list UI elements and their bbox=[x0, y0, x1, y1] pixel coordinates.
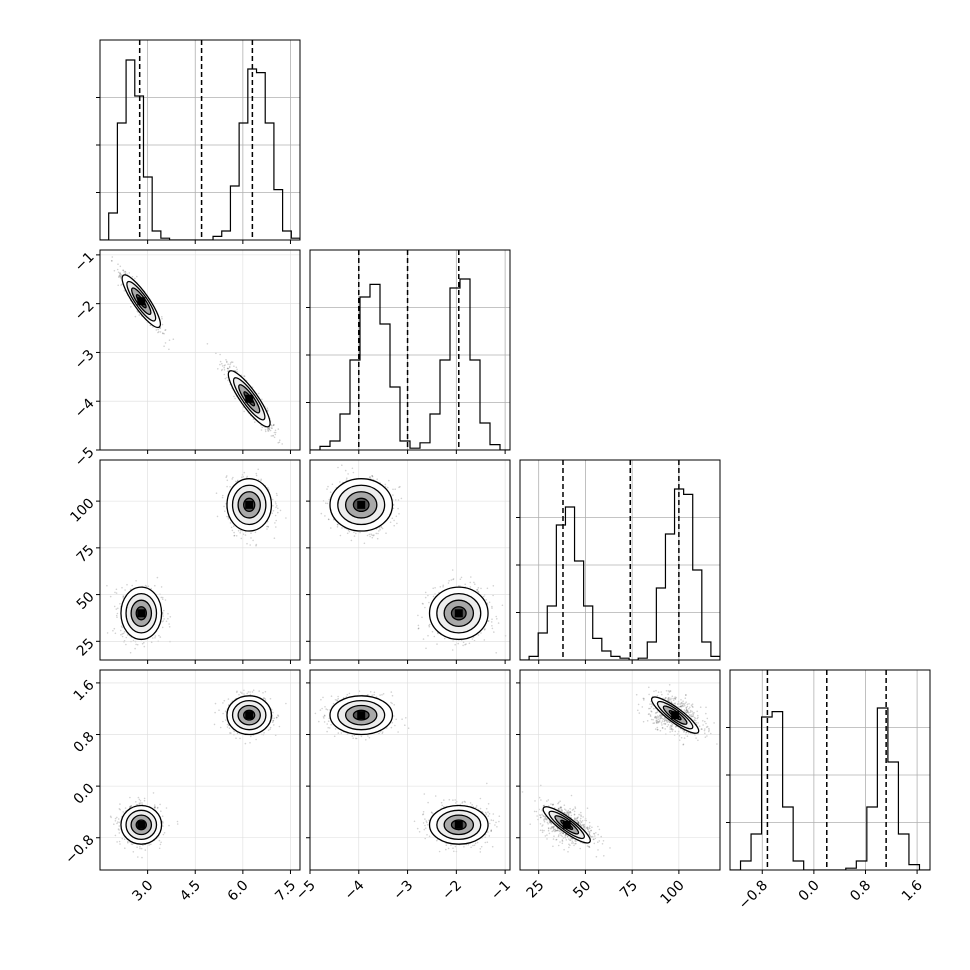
y-tick-label: 100 bbox=[67, 495, 97, 525]
y-tick-label: −3 bbox=[72, 347, 98, 373]
x-tick-label: 0.0 bbox=[796, 878, 823, 905]
density-peak bbox=[357, 500, 366, 509]
density-peak bbox=[454, 820, 463, 829]
y-tick-label: 25 bbox=[74, 636, 98, 660]
panel-frame bbox=[99, 249, 301, 451]
y-tick-label: 0.0 bbox=[71, 780, 98, 807]
y-tick-label: −2 bbox=[72, 298, 98, 324]
x-tick-label: 25 bbox=[524, 878, 548, 902]
panel-frame bbox=[309, 459, 511, 661]
panel-frame bbox=[729, 669, 931, 871]
density-peak bbox=[245, 500, 254, 509]
y-tick-label: 50 bbox=[74, 589, 98, 613]
density-peak bbox=[454, 609, 463, 618]
x-tick-label: 0.8 bbox=[847, 878, 874, 905]
panel-frame bbox=[99, 39, 301, 241]
y-tick-label: −4 bbox=[72, 395, 98, 421]
x-tick-label: 75 bbox=[617, 878, 641, 902]
density-peak bbox=[137, 297, 146, 306]
panel-frame bbox=[309, 249, 511, 451]
x-tick-label: 50 bbox=[570, 878, 594, 902]
panel-frame bbox=[309, 669, 511, 871]
x-tick-label: 6.0 bbox=[225, 878, 252, 905]
x-tick-label: −2 bbox=[439, 878, 465, 904]
x-tick-label: 1.6 bbox=[899, 877, 926, 904]
density-peak bbox=[137, 609, 146, 618]
x-tick-label: −3 bbox=[390, 878, 416, 904]
scatter-3-2 bbox=[521, 684, 718, 858]
y-tick-label: 1.6 bbox=[71, 677, 98, 704]
x-tick-label: −0.8 bbox=[736, 878, 771, 913]
y-tick-label: 75 bbox=[74, 542, 98, 566]
density-peak bbox=[137, 820, 146, 829]
density-peak bbox=[245, 394, 254, 403]
density-peak bbox=[245, 711, 254, 720]
density-peak bbox=[671, 711, 680, 720]
histogram-0 bbox=[100, 59, 300, 240]
x-tick-label: −4 bbox=[342, 877, 368, 903]
density-peak bbox=[357, 711, 366, 720]
panel-frame bbox=[519, 459, 721, 661]
panel-frame bbox=[519, 669, 721, 871]
scatter-layer bbox=[106, 256, 718, 859]
histogram-2 bbox=[520, 488, 720, 660]
y-tick-label: −1 bbox=[72, 249, 98, 275]
x-tick-label: −1 bbox=[488, 878, 514, 904]
x-tick-label: 4.5 bbox=[177, 878, 204, 905]
panel-frame bbox=[99, 459, 301, 661]
y-tick-label: −5 bbox=[72, 444, 98, 470]
x-tick-label: −5 bbox=[293, 878, 319, 904]
density-peak bbox=[562, 820, 571, 829]
x-tick-label: 3.0 bbox=[129, 878, 156, 905]
y-tick-label: 0.8 bbox=[71, 729, 98, 756]
histogram-1 bbox=[310, 278, 510, 450]
x-tick-label: 100 bbox=[657, 878, 687, 908]
histogram-3 bbox=[730, 707, 930, 870]
y-tick-label: −0.8 bbox=[62, 832, 97, 867]
panel-frame bbox=[99, 669, 301, 871]
